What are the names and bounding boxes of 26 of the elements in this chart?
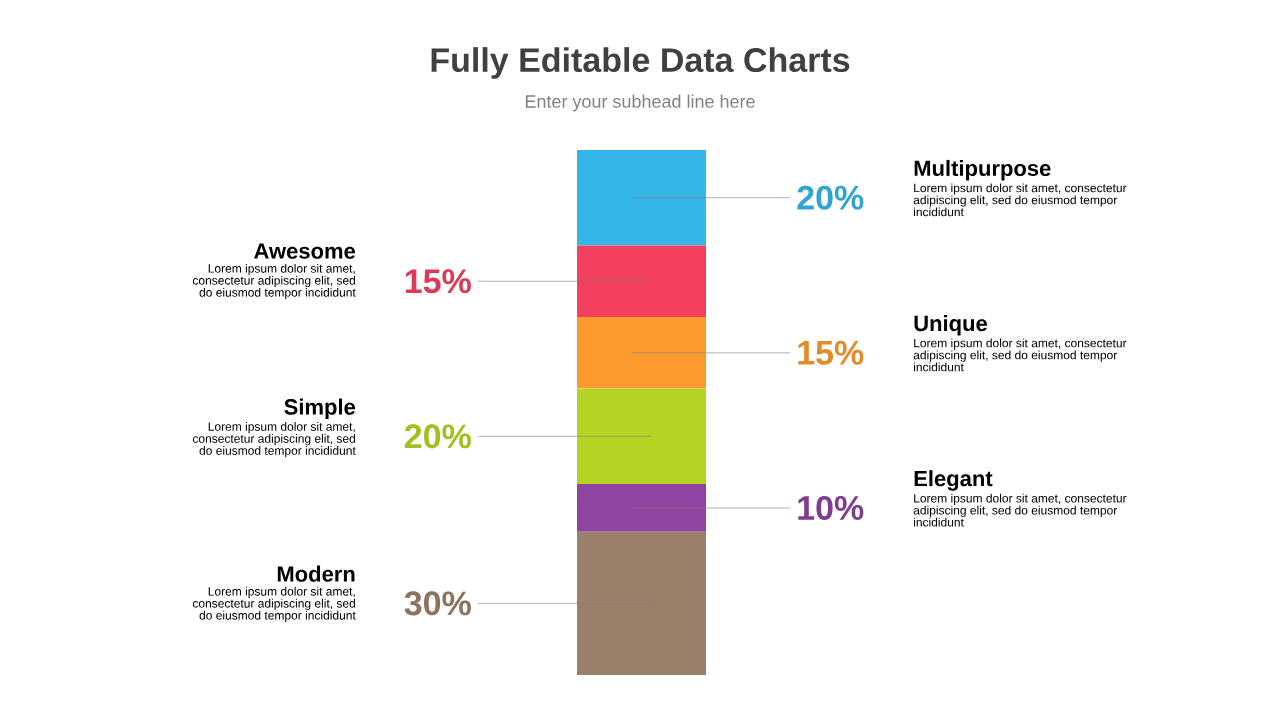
- data-label: 15%: [798, 340, 864, 365]
- text: Lorem ipsum dolor sit amet, consectetur adipiscing elit, sed do eiusmod tempor incididunt: [913, 338, 1127, 372]
- data-label: 15%: [405, 269, 471, 294]
- text: Lorem ipsum dolor sit amet, consectetur adipiscing elit, sed do eiusmod tempor incididunt: [913, 493, 1127, 527]
- bar: [577, 317, 707, 389]
- data-label: 20%: [404, 424, 471, 449]
- text: Lorem ipsum dolor sit amet, consectetur adipiscing elit, sed do eiusmod tempor incididunt: [192, 263, 356, 300]
- text: Simple: [284, 398, 356, 420]
- text: Lorem ipsum dolor sit amet, consectetur adipiscing elit, sed do eiusmod tempor incididunt: [913, 183, 1127, 217]
- data-label: 10%: [798, 495, 864, 520]
- chart-subtitle: Enter your subhead line here: [525, 94, 755, 112]
- text: Unique: [914, 315, 988, 336]
- chart-title: Fully Editable Data Charts: [431, 47, 850, 79]
- text: Multipurpose: [914, 159, 1051, 181]
- data-label: 20%: [797, 185, 864, 210]
- text: Elegant: [914, 470, 993, 491]
- bar: [577, 388, 707, 485]
- text: Lorem ipsum dolor sit amet, consectetur adipiscing elit, sed do eiusmod tempor incididunt: [192, 422, 356, 458]
- text: Awesome: [254, 243, 356, 259]
- bar: [577, 531, 707, 675]
- bar: [577, 149, 707, 246]
- bar: [577, 484, 707, 532]
- data-label: 30%: [404, 591, 471, 616]
- bar: [577, 245, 707, 318]
- text: Lorem ipsum dolor sit amet, consectetur adipiscing elit, sed do eiusmod tempor incididunt: [192, 586, 356, 623]
- text: Modern: [277, 565, 355, 582]
